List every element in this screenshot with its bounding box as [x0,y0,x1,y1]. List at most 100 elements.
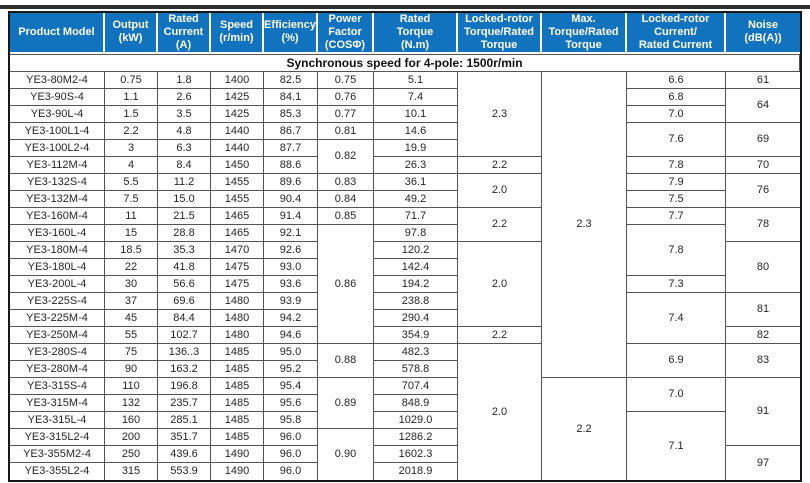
table-row: YE3-180M-4 18.5 35.3 1470 92.6 120.2 2.0 80 [10,241,800,327]
table-row: YE3-315L-4 160 285.1 1485 95.8 1029.0 7.1 [10,411,800,480]
cell-model: YE3-180L-4 [10,258,105,276]
cell-torque: 2018.9 [374,462,458,480]
cell-current: 235.7 [158,394,211,412]
table-row: YE3-200L-4 30 56.6 1475 93.6 194.2 7.3 [10,275,800,293]
cell-speed: 1425 [211,88,264,106]
cell-locked-current: 7.0 [627,377,726,412]
cell-locked-current: 7.1 [627,411,726,480]
cell-noise: 64 [726,88,800,123]
table-row: YE3-100L2-4 3 6.3 1440 87.7 0.82 19.9 [10,139,800,174]
table-row: YE3-180L-4 22 41.8 1475 93.0 142.4 [10,258,800,276]
cell-efficiency: 89.6 [264,173,318,191]
cell-efficiency: 85.3 [264,105,318,123]
cell-noise: 80 [726,241,800,293]
cell-power-factor: 0.86 [318,224,374,344]
cell-noise: 70 [726,156,800,174]
cell-output: 160 [105,411,158,429]
cell-current: 553.9 [158,462,211,480]
cell-power-factor: 0.90 [318,428,374,480]
cell-speed: 1470 [211,241,264,259]
cell-locked-current: 7.8 [627,224,726,276]
table-row: YE3-80M2-4 0.75 1.8 1400 82.5 0.75 5.1 2.3 2.3 6.… [10,71,800,378]
table-row: YE3-160M-4 11 21.5 1465 91.4 0.85 71.7 2.2 7.7 78 [10,207,800,242]
table-container: Product Model Output (kW) Rated Current (A… [8,11,802,482]
cell-speed: 1455 [211,173,264,191]
cell-output: 250 [105,445,158,463]
cell-speed: 1465 [211,224,264,242]
cell-current: 136..3 [158,343,211,361]
cell-power-factor: 0.89 [318,377,374,429]
cell-current: 56.6 [158,275,211,293]
cell-torque: 194.2 [374,275,458,293]
table-row: YE3-280M-4 90 163.2 1485 95.2 578.8 [10,360,800,378]
cell-torque: 49.2 [374,190,458,208]
column-header-model: Product Model [10,13,105,54]
cell-efficiency: 96.0 [264,428,318,446]
cell-torque: 1029.0 [374,411,458,429]
cell-current: 163.2 [158,360,211,378]
cell-speed: 1480 [211,326,264,344]
cell-model: YE3-132M-4 [10,190,105,208]
cell-current: 439.6 [158,445,211,463]
cell-model: YE3-315L-4 [10,411,105,429]
cell-torque: 238.8 [374,292,458,310]
table-row: YE3-112M-4 4 8.4 1450 88.6 26.3 2.2 7.8 70 [10,156,800,174]
table-row: YE3-90L-4 1.5 3.5 1425 85.3 0.77 10.1 7.0 [10,105,800,123]
cell-speed: 1440 [211,122,264,140]
sync-speed-row: Synchronous speed for 4-pole: 1500r/min [10,53,800,72]
cell-current: 102.7 [158,326,211,344]
cell-speed: 1475 [211,258,264,276]
cell-efficiency: 95.2 [264,360,318,378]
cell-speed: 1480 [211,309,264,327]
cell-model: YE3-280S-4 [10,343,105,361]
cell-current: 84.4 [158,309,211,327]
cell-model: YE3-200L-4 [10,275,105,293]
cell-model: YE3-355L2-4 [10,462,105,480]
cell-torque: 707.4 [374,377,458,395]
cell-speed: 1485 [211,343,264,361]
cell-locked-torque: 2.0 [458,343,542,480]
cell-output: 200 [105,428,158,446]
cell-efficiency: 92.6 [264,241,318,259]
cell-model: YE3-280M-4 [10,360,105,378]
cell-output: 3 [105,139,158,157]
cell-model: YE3-225S-4 [10,292,105,310]
cell-efficiency: 94.2 [264,309,318,327]
cell-model: YE3-315M-4 [10,394,105,412]
cell-max-torque: 2.2 [542,377,627,480]
cell-current: 15.0 [158,190,211,208]
table-row: YE3-225M-4 45 84.4 1480 94.2 290.4 [10,309,800,327]
cell-efficiency: 96.0 [264,445,318,463]
cell-efficiency: 93.9 [264,292,318,310]
cell-model: YE3-160L-4 [10,224,105,242]
cell-efficiency: 91.4 [264,207,318,225]
table-row: YE3-100L1-4 2.2 4.8 1440 86.7 0.81 14.6 7.6 69 [10,122,800,157]
cell-noise: 61 [726,71,800,89]
cell-model: YE3-180M-4 [10,241,105,259]
cell-output: 22 [105,258,158,276]
cell-power-factor: 0.85 [318,207,374,225]
cell-torque: 26.3 [374,156,458,174]
cell-output: 30 [105,275,158,293]
table-row: YE3-315L2-4 200 351.7 1485 96.0 0.90 1286.2 [10,428,800,480]
cell-torque: 1602.3 [374,445,458,463]
cell-speed: 1485 [211,394,264,412]
cell-current: 285.1 [158,411,211,429]
cell-current: 11.2 [158,173,211,191]
cell-max-torque: 2.3 [542,71,627,378]
cell-model: YE3-112M-4 [10,156,105,174]
cell-efficiency: 95.4 [264,377,318,395]
cell-torque: 7.4 [374,88,458,106]
cell-speed: 1485 [211,428,264,446]
header-row: Product Model Output (kW) Rated Current (A… [10,13,800,54]
cell-output: 5.5 [105,173,158,191]
cell-model: YE3-355M2-4 [10,445,105,463]
column-header-speed: Speed (r/min) [211,13,264,54]
cell-current: 351.7 [158,428,211,446]
cell-noise: 83 [726,343,800,378]
column-header-locked-torque: Locked-rotor Torque/Rated Torque [458,13,542,54]
cell-locked-torque: 2.2 [458,326,542,344]
cell-speed: 1465 [211,207,264,225]
cell-current: 6.3 [158,139,211,157]
cell-efficiency: 95.0 [264,343,318,361]
